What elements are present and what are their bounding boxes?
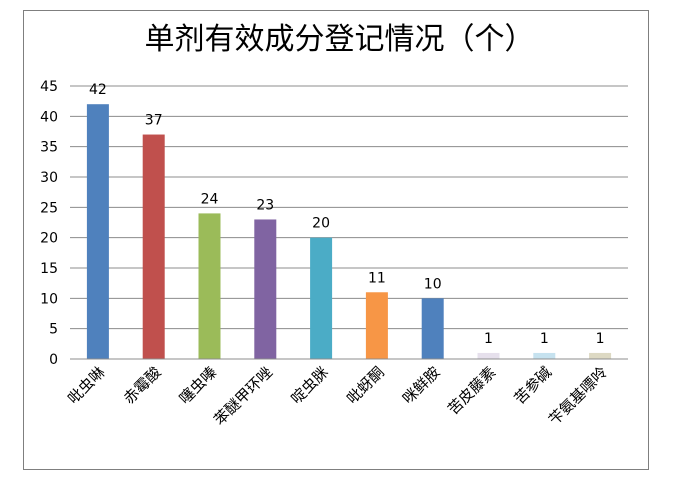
bar	[198, 213, 221, 359]
data-label: 1	[484, 331, 493, 347]
data-label: 37	[145, 113, 163, 129]
y-tick-label: 0	[49, 352, 58, 368]
y-tick-label: 25	[40, 200, 58, 216]
bars	[86, 104, 612, 359]
y-tick-label: 35	[40, 140, 58, 156]
data-label: 11	[368, 270, 386, 286]
y-tick-label: 15	[40, 261, 58, 277]
y-tick-label: 40	[40, 109, 58, 125]
category-label: 苄氨基嘌呤	[545, 363, 611, 429]
data-label: 23	[256, 197, 274, 213]
bar	[86, 104, 109, 359]
data-label: 10	[424, 276, 442, 292]
bar	[533, 352, 556, 359]
y-tick-label: 45	[40, 79, 58, 95]
bar	[589, 352, 612, 359]
data-label: 1	[540, 331, 549, 347]
bar	[254, 219, 277, 359]
category-label: 吡虫啉	[64, 363, 109, 408]
category-label: 吡蚜酮	[343, 363, 388, 408]
bar	[142, 134, 165, 359]
y-tick-label: 20	[40, 231, 58, 247]
y-axis-ticks: 0 5 10 15 20 25 30 35 40 45	[40, 79, 58, 368]
category-label: 苯醚甲环唑	[210, 363, 276, 429]
data-label: 1	[596, 331, 605, 347]
chart-title: 单剂有效成分登记情况（个）	[144, 22, 535, 57]
chart-frame	[23, 10, 649, 470]
y-tick-label: 30	[40, 170, 58, 186]
data-label: 24	[201, 191, 219, 207]
category-label: 苦皮藤素	[444, 363, 499, 418]
data-label: 20	[312, 216, 330, 232]
data-label: 42	[89, 82, 107, 98]
bar	[477, 352, 500, 359]
category-label: 咪鲜胺	[399, 363, 444, 408]
bar	[421, 298, 444, 359]
category-label: 苦参碱	[511, 363, 556, 408]
category-label: 赤霉酸	[120, 363, 165, 408]
y-tick-label: 5	[49, 322, 58, 338]
category-label: 啶虫脒	[287, 363, 332, 408]
y-tick-label: 10	[40, 291, 58, 307]
bar	[365, 292, 388, 359]
category-label: 噻虫嗪	[176, 363, 221, 408]
bar	[310, 237, 333, 359]
